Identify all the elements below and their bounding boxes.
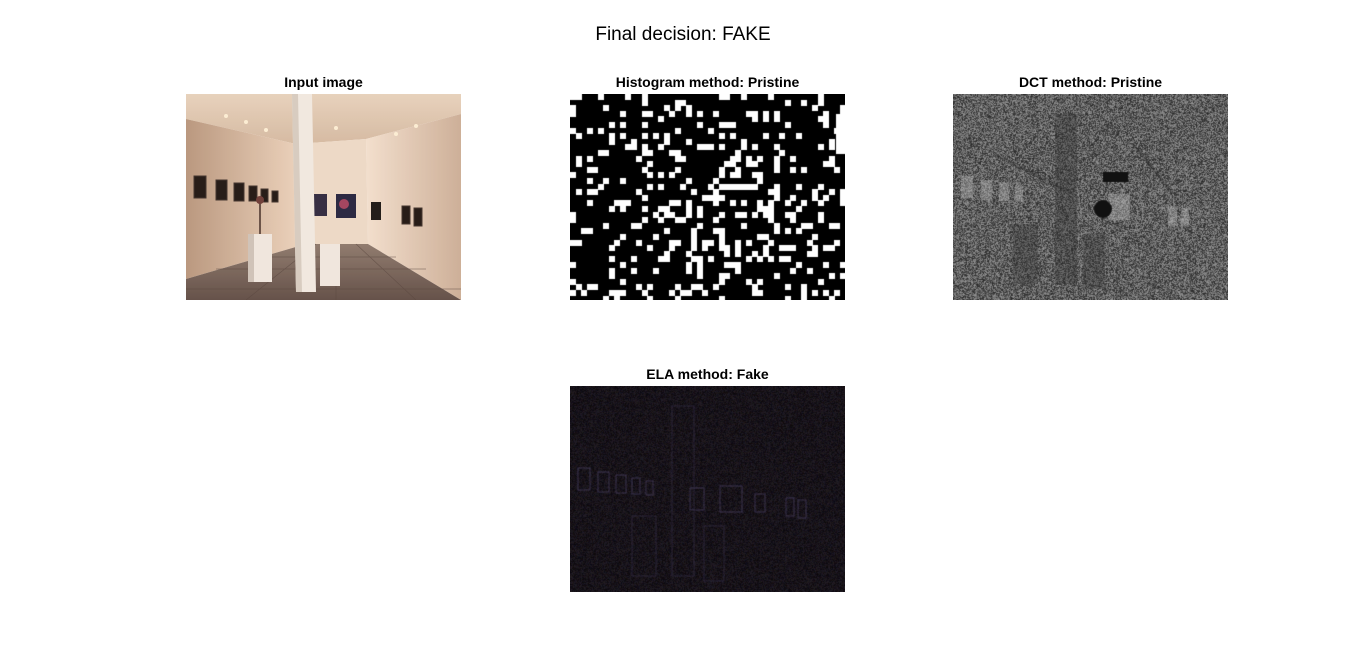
- histogram-title: Histogram method: Pristine: [570, 74, 845, 90]
- histogram-panel: [570, 94, 845, 300]
- dct-panel: [953, 94, 1228, 300]
- dct-title: DCT method: Pristine: [953, 74, 1228, 90]
- input-image-title: Input image: [186, 74, 461, 90]
- gallery-photo: [186, 94, 461, 300]
- histogram-binary-map: [570, 94, 845, 300]
- input-image-panel: [186, 94, 461, 300]
- ela-title: ELA method: Fake: [570, 366, 845, 382]
- ela-panel: [570, 386, 845, 592]
- ela-map: [570, 386, 845, 592]
- figure-title: Final decision: FAKE: [0, 23, 1366, 47]
- dct-map: [953, 94, 1228, 300]
